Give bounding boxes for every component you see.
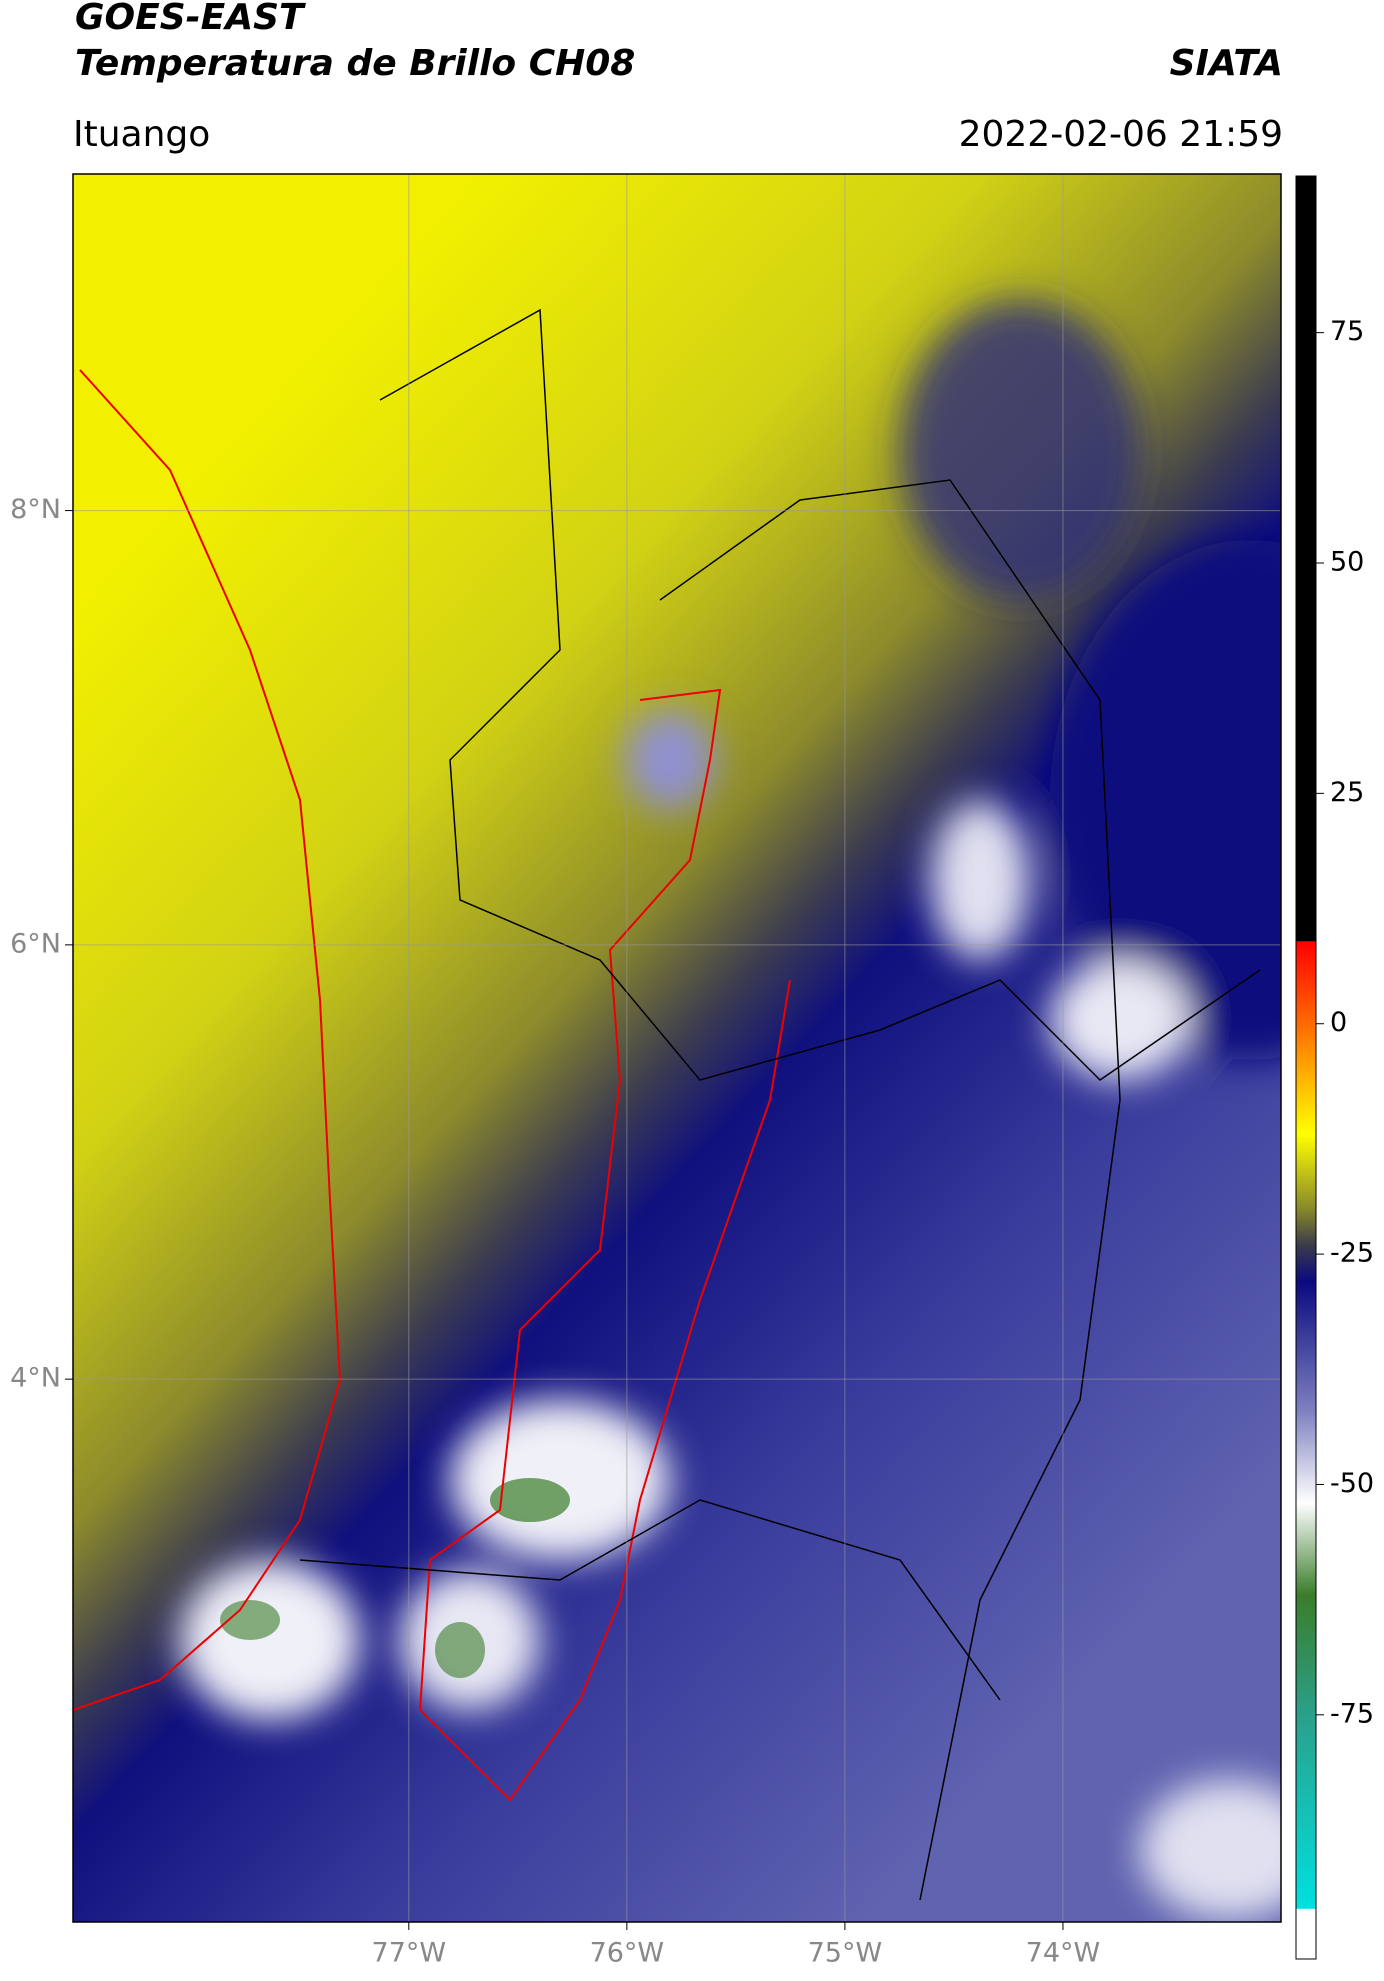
lon-label: 76°W <box>590 1938 665 1969</box>
lat-label: 6°N <box>10 928 61 959</box>
datetime: 2022-02-06 21:59 <box>959 114 1283 155</box>
colorbar-tick-label: 50 <box>1330 547 1364 578</box>
map-frame <box>72 173 1282 1923</box>
location: Ituango <box>73 114 210 155</box>
title-line1: GOES-EAST <box>75 0 306 38</box>
colorbar-tick-label: 75 <box>1330 316 1364 347</box>
lon-label: 74°W <box>1026 1938 1101 1969</box>
satellite-image <box>73 174 1281 1922</box>
colorbar <box>1295 175 1317 1960</box>
colorbar-tick-label: -75 <box>1330 1698 1374 1729</box>
grid <box>73 174 1281 1922</box>
lat-label: 8°N <box>10 494 61 525</box>
lat-label: 4°N <box>10 1363 61 1394</box>
lon-label: 77°W <box>372 1938 447 1969</box>
lon-label: 75°W <box>808 1938 883 1969</box>
colorbar-tick-label: -50 <box>1330 1468 1374 1499</box>
title-line2: Temperatura de Brillo CH08 <box>75 43 635 84</box>
organization: SIATA <box>1170 43 1283 84</box>
colorbar-tick-label: 0 <box>1330 1007 1347 1038</box>
colorbar-tick-label: 25 <box>1330 777 1364 808</box>
colorbar-tick-label: -25 <box>1330 1238 1374 1269</box>
